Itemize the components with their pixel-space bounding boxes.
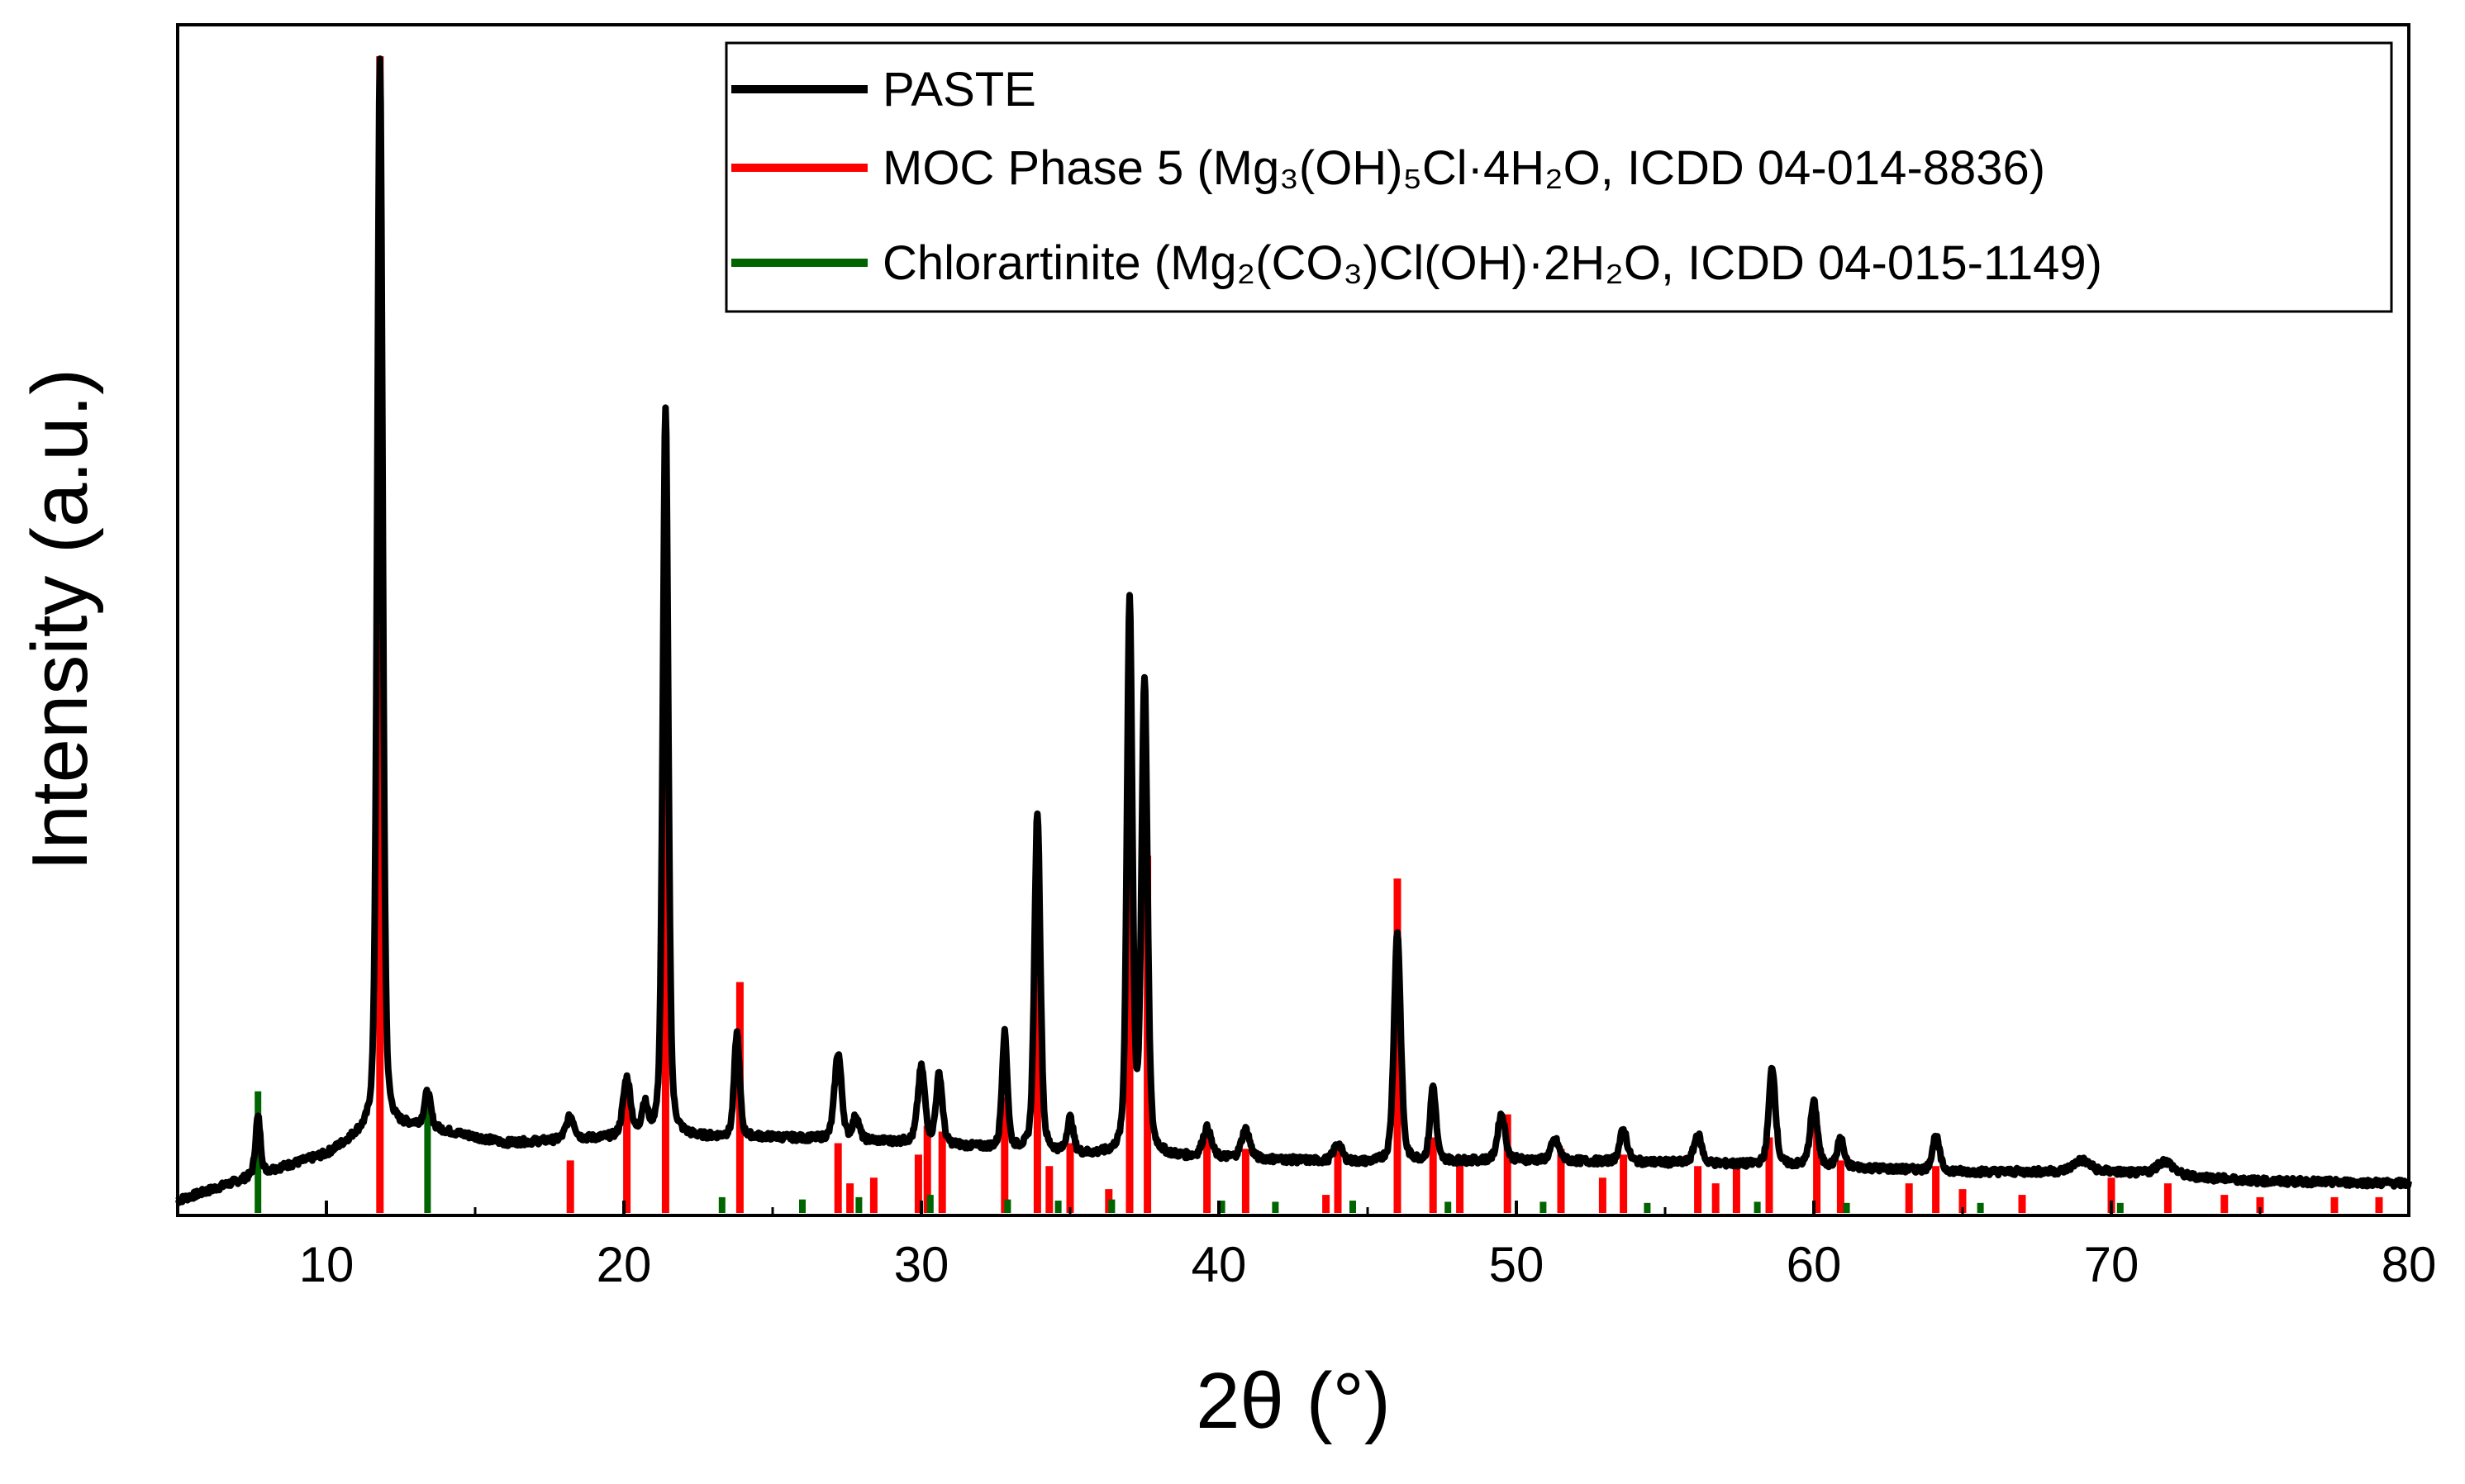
x-axis-title: 2θ (°) [1196, 1357, 1391, 1445]
x-tick-label-40: 40 [1192, 1237, 1247, 1292]
plot-frame [176, 23, 2410, 1217]
x-tick-label-50: 50 [1489, 1237, 1544, 1292]
x-axis-ticks: 10 20 30 40 50 60 70 80 [176, 1201, 2437, 1292]
moc-phase-5-reference-sticks [376, 56, 2383, 1213]
legend-label-paste: PASTE [883, 63, 1036, 117]
x-tick-label-80: 80 [2382, 1237, 2437, 1292]
series-line-paste [174, 55, 2412, 1206]
chlorartinite-reference-sticks [255, 1091, 2124, 1213]
x-tick-label-70: 70 [2084, 1237, 2139, 1292]
x-tick-label-60: 60 [1787, 1237, 1842, 1292]
x-tick-label-30: 30 [894, 1237, 949, 1292]
legend: PASTE MOC Phase 5 (Mg₃(OH)₅Cl·4H₂O, ICDD… [725, 41, 2393, 313]
legend-box [725, 41, 2393, 313]
y-axis-title: Intensity (a.u.) [16, 369, 104, 871]
x-tick-label-10: 10 [299, 1237, 355, 1292]
x-tick-label-20: 20 [597, 1237, 652, 1292]
legend-label-chlorartinite: Chlorartinite (Mg₂(CO₃)Cl(OH)·2H₂O, ICDD… [883, 236, 2102, 290]
legend-label-moc-phase-5: MOC Phase 5 (Mg₃(OH)₅Cl·4H₂O, ICDD 04-01… [883, 141, 2045, 195]
